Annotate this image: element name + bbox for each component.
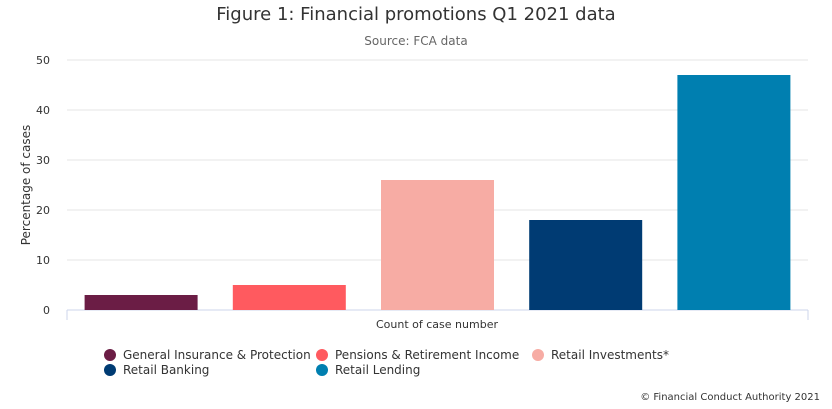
legend-label: Pensions & Retirement Income — [335, 348, 520, 362]
chart-title: Figure 1: Financial promotions Q1 2021 d… — [216, 4, 616, 25]
bar[interactable] — [232, 285, 346, 310]
legend-label: General Insurance & Protection — [123, 348, 311, 362]
legend-marker-icon — [104, 364, 116, 376]
y-tick-label: 10 — [36, 254, 50, 267]
legend-marker-icon — [532, 349, 544, 361]
y-axis-label: Percentage of cases — [19, 125, 33, 246]
legend-marker-icon — [316, 349, 328, 361]
y-tick-label: 40 — [36, 104, 50, 117]
y-tick-label: 30 — [36, 154, 50, 167]
legend-item[interactable]: Retail Investments* — [532, 348, 669, 362]
legend-label: Retail Investments* — [551, 348, 669, 362]
y-tick-label: 0 — [43, 304, 50, 317]
legend-label: Retail Banking — [123, 363, 210, 377]
legend-item[interactable]: General Insurance & Protection — [104, 348, 311, 362]
bar[interactable] — [529, 220, 643, 310]
legend-item[interactable]: Retail Lending — [316, 363, 420, 377]
legend-marker-icon — [104, 349, 116, 361]
bar[interactable] — [84, 295, 198, 310]
x-axis-label: Count of case number — [376, 318, 498, 331]
y-tick-label: 50 — [36, 54, 50, 67]
y-tick-label: 20 — [36, 204, 50, 217]
chart-subtitle: Source: FCA data — [364, 34, 468, 48]
legend-item[interactable]: Retail Banking — [104, 363, 209, 377]
bar[interactable] — [381, 180, 494, 310]
bar[interactable] — [677, 75, 791, 310]
legend-label: Retail Lending — [335, 363, 421, 377]
legend-item[interactable]: Pensions & Retirement Income — [316, 348, 519, 362]
credit: © Financial Conduct Authority 2021 — [640, 392, 820, 403]
legend-marker-icon — [316, 364, 328, 376]
